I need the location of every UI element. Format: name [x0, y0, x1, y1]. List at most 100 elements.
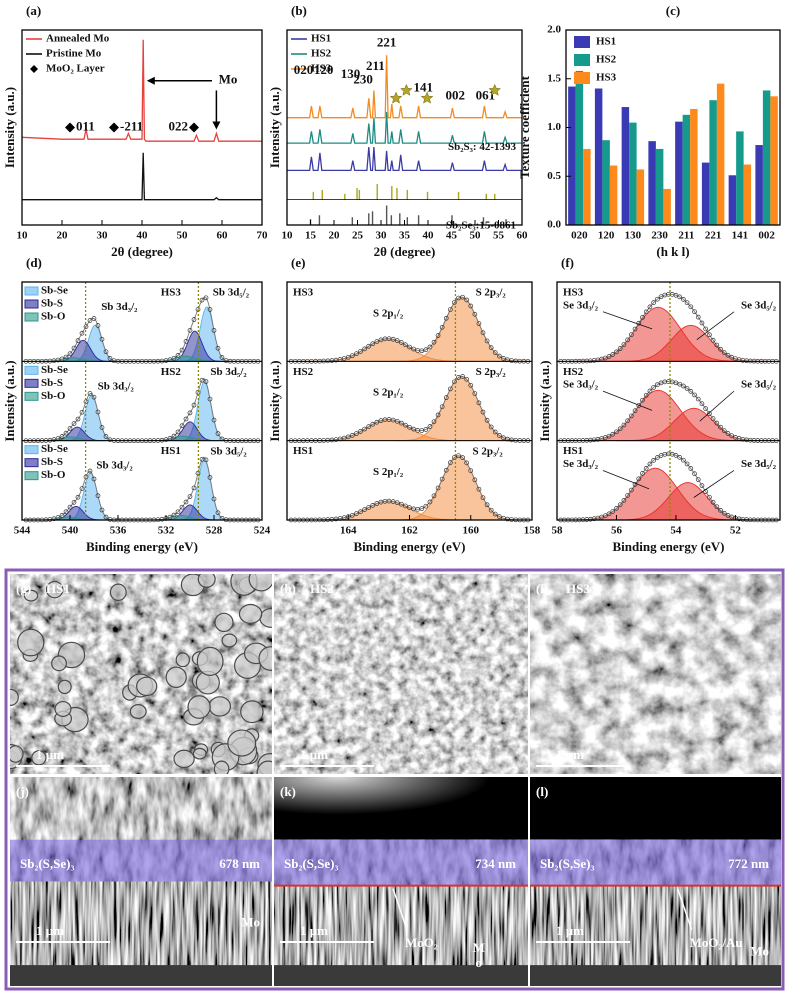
plot-area — [287, 30, 522, 225]
data-point — [95, 323, 101, 328]
peak-label: Sb 3d₃/₂ — [96, 460, 133, 472]
x-tick-label: 528 — [206, 525, 223, 537]
data-point — [439, 476, 445, 482]
data-point — [636, 476, 642, 482]
data-point — [362, 507, 367, 512]
data-point — [362, 426, 367, 432]
data-point — [476, 321, 482, 326]
data-point — [496, 353, 502, 359]
annotation: -211 — [120, 118, 143, 133]
data-point — [460, 455, 465, 460]
subpanel-name: HS3 — [161, 287, 182, 299]
data-point — [423, 427, 429, 432]
data-point — [211, 417, 217, 423]
data-point — [725, 431, 731, 436]
data-line — [287, 146, 522, 172]
data-point — [725, 352, 731, 358]
data-point — [207, 396, 213, 402]
data-point — [374, 501, 380, 506]
image-label: (g) — [16, 581, 31, 596]
data-point — [71, 421, 77, 426]
data-point — [394, 418, 400, 424]
data-point — [643, 309, 649, 315]
data-point — [179, 504, 185, 510]
x-axis-label: (h k l) — [656, 244, 689, 259]
data-point — [703, 326, 709, 332]
data-point — [602, 513, 608, 519]
subpanel-name: HS1 — [563, 445, 583, 457]
panel-label: (b) — [291, 3, 307, 18]
legend-label: Annealed Mo — [46, 33, 110, 45]
legend-label: HS1 — [596, 36, 616, 48]
data-point — [695, 396, 701, 402]
layer-label: Sb₂(S,Se)₃ — [284, 856, 338, 871]
scale-label: 1 μm — [36, 747, 64, 762]
y-axis-label: Intensity (a.u.) — [267, 360, 282, 441]
data-point — [403, 503, 408, 509]
data-point — [171, 512, 177, 518]
bar — [743, 164, 752, 225]
data-point — [79, 409, 85, 415]
data-point — [103, 514, 109, 520]
marker-star — [488, 83, 502, 96]
data-point — [439, 324, 445, 330]
grain — [10, 745, 24, 763]
data-point — [403, 342, 408, 348]
data-point — [75, 494, 81, 500]
data-point — [211, 328, 217, 333]
data-point — [710, 416, 716, 421]
film-overlay — [10, 839, 272, 882]
legend-swatch — [24, 471, 39, 481]
data-point — [606, 354, 612, 359]
data-point — [684, 300, 690, 306]
grain — [10, 688, 19, 706]
legend-label: HS3 — [311, 63, 332, 75]
annotation: 120 — [314, 62, 334, 77]
data-point — [703, 406, 709, 411]
annotation: Mo — [219, 72, 238, 87]
grain — [192, 747, 207, 760]
grain — [136, 676, 158, 697]
data-point — [707, 332, 712, 338]
data-point — [103, 349, 109, 355]
data-point — [187, 410, 193, 416]
data-point — [710, 499, 716, 505]
panel-label: (f) — [561, 255, 574, 270]
data-point — [464, 297, 470, 303]
y-axis-label: Intensity (a.u.) — [537, 360, 552, 441]
scale-label: 1 μm — [36, 923, 64, 938]
data-point — [692, 309, 697, 315]
peak-label: Se 3d₃/₂ — [563, 299, 599, 311]
label-pointer — [602, 311, 653, 330]
data-point — [647, 388, 653, 394]
data-point — [187, 494, 193, 499]
data-point — [191, 402, 197, 408]
x-tick-label: 35 — [399, 230, 411, 242]
x-tick-label: 52 — [730, 525, 742, 537]
marker-diamond — [109, 122, 119, 133]
sem-image — [274, 574, 528, 774]
grain — [248, 574, 272, 592]
data-point — [374, 419, 380, 425]
bar — [682, 114, 691, 225]
x-tick-label: 221 — [705, 230, 722, 242]
data-point — [75, 338, 81, 343]
y-tick-label: 2.0 — [547, 24, 561, 36]
subpanel-name: HS3 — [563, 287, 584, 299]
x-tick-label: 524 — [254, 525, 271, 537]
x-tick-label: 56 — [611, 525, 623, 537]
grain — [109, 583, 127, 602]
data-point — [394, 500, 400, 506]
data-point — [370, 503, 376, 508]
layer-label: Sb₂(S,Se)₃ — [540, 856, 594, 871]
data-point — [345, 354, 351, 360]
panel-label: (d) — [26, 255, 42, 270]
data-point — [67, 504, 73, 510]
peak-label: Se 3d₅/₂ — [741, 379, 777, 391]
film-overlay — [274, 839, 528, 886]
data-point — [431, 493, 437, 499]
grain — [208, 696, 232, 717]
subpanel-name: HS2 — [563, 366, 584, 378]
data-point — [710, 337, 716, 343]
data-point — [87, 391, 93, 396]
